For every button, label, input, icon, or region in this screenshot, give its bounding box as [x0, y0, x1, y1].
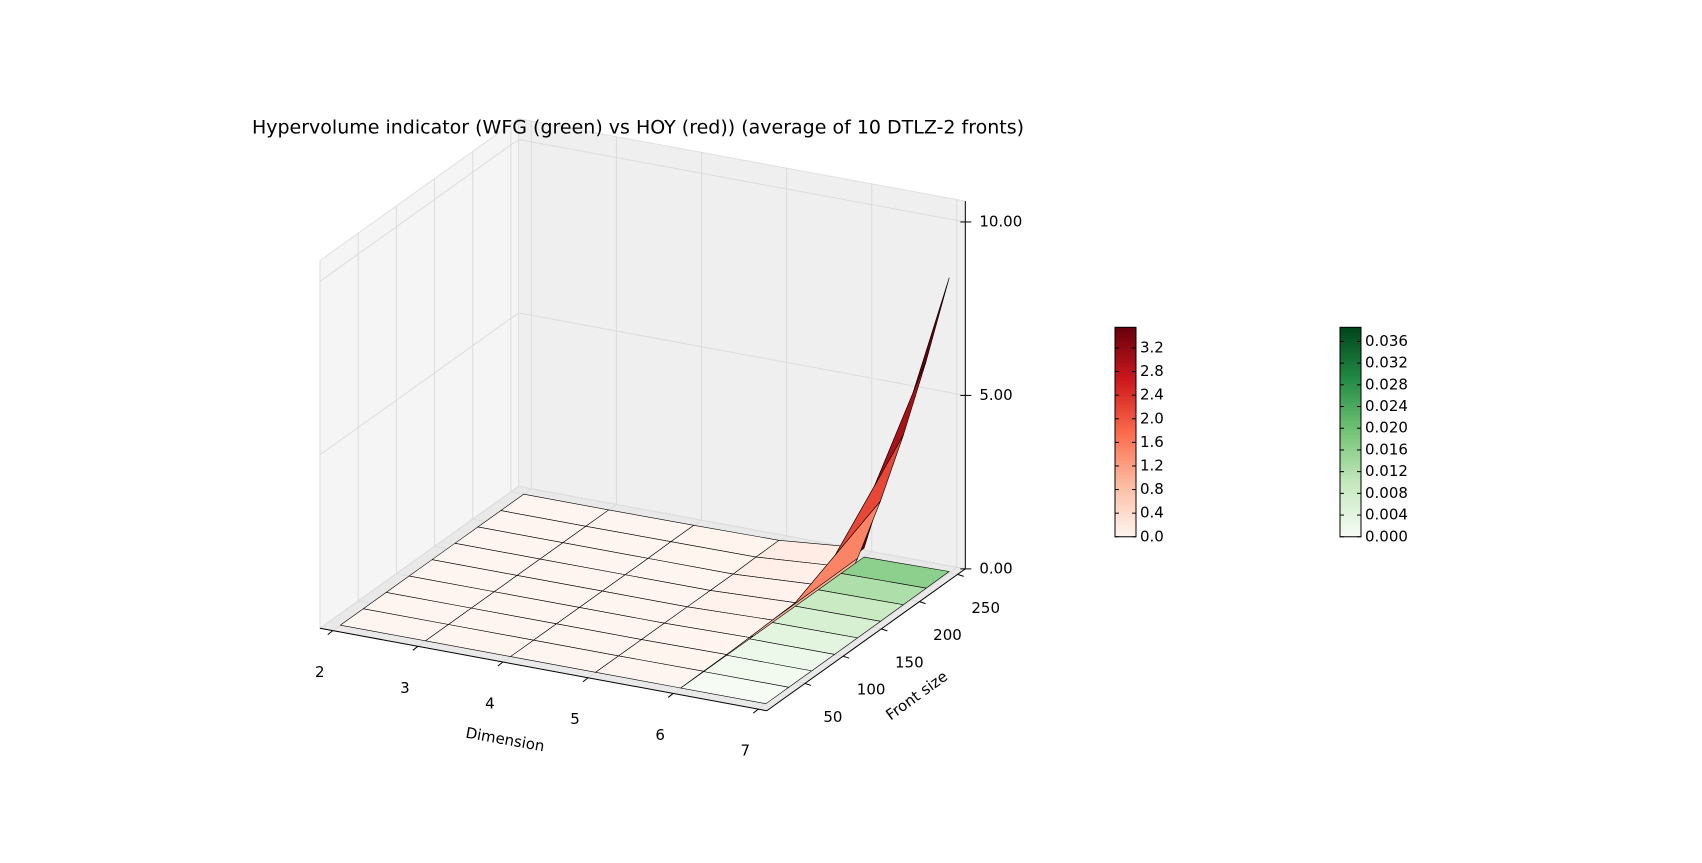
- colorbar-tick-label: 0.012: [1365, 462, 1408, 480]
- x-tick-label: 4: [485, 695, 495, 713]
- chart-title: Hypervolume indicator (WFG (green) vs HO…: [252, 117, 1024, 139]
- y-tick: [842, 655, 850, 659]
- z-tick-label: 0.00: [979, 559, 1012, 577]
- x-tick-label: 5: [570, 710, 580, 728]
- y-axis-line: [766, 568, 966, 712]
- grid-line: [319, 138, 966, 282]
- colorbar-tick-label: 0.028: [1365, 375, 1408, 393]
- colorbar-tick-label: 0.016: [1365, 440, 1408, 458]
- y-tick: [957, 573, 964, 577]
- grid-line: [319, 312, 966, 456]
- x-tick: [412, 645, 419, 651]
- colorbar-tick-label: 0.032: [1365, 354, 1408, 372]
- colorbar-tick-label: 0.020: [1365, 419, 1408, 437]
- colorbar-tick-label: 1.6: [1140, 433, 1164, 451]
- z-tick-label: 10.00: [979, 212, 1022, 230]
- surface-face: [680, 671, 790, 704]
- x-tick-label: 7: [740, 742, 750, 760]
- colorbar-tick-label: 0.008: [1365, 484, 1408, 502]
- x-tick-label: 2: [315, 663, 325, 681]
- colorbar-tick-label: 2.0: [1140, 409, 1164, 427]
- colorbar-tick-label: 0.004: [1365, 506, 1408, 524]
- colorbar-tick-label: 2.8: [1140, 362, 1164, 380]
- colorbar-tick-label: 0.024: [1365, 397, 1408, 415]
- grid-line: [319, 485, 966, 629]
- colorbar-tick-label: 0.000: [1365, 527, 1408, 545]
- y-tick-label: 250: [971, 599, 1000, 617]
- z-tick-label: 5.00: [979, 386, 1012, 404]
- y-tick: [881, 628, 888, 632]
- colorbar-tick-label: 0.4: [1140, 504, 1164, 522]
- x-tick: [582, 677, 589, 683]
- colorbar-tick-label: 0.036: [1365, 332, 1408, 350]
- x-tick: [752, 708, 759, 714]
- x-tick: [667, 693, 674, 698]
- colorbar: [1339, 326, 1362, 538]
- x-axis-line: [319, 627, 767, 712]
- y-tick: [919, 601, 926, 605]
- y-tick-label: 100: [857, 681, 886, 699]
- x-tick: [327, 630, 334, 635]
- y-tick: [804, 682, 812, 686]
- colorbar: [1114, 326, 1137, 538]
- colorbar-tick-label: 0.8: [1140, 480, 1164, 498]
- x-tick-label: 6: [655, 726, 665, 744]
- colorbar-tick-label: 0.0: [1140, 527, 1164, 545]
- y-tick-label: 150: [895, 653, 924, 671]
- surface: [340, 277, 950, 704]
- colorbar-tick-label: 1.2: [1140, 456, 1164, 474]
- y-tick-label: 200: [933, 626, 962, 644]
- x-tick-label: 3: [400, 679, 410, 697]
- y-axis-label: Front size: [882, 667, 951, 724]
- x-axis-label: Dimension: [464, 724, 546, 756]
- colorbar-tick-label: 3.2: [1140, 338, 1164, 356]
- colorbar-tick-label: 2.4: [1140, 386, 1164, 404]
- y-tick-label: 50: [823, 708, 842, 726]
- axes: 2 3 4 5 6 7 50 100 150 200 250 0.00 5.00 10.00: [315, 201, 1022, 760]
- x-tick: [497, 661, 504, 667]
